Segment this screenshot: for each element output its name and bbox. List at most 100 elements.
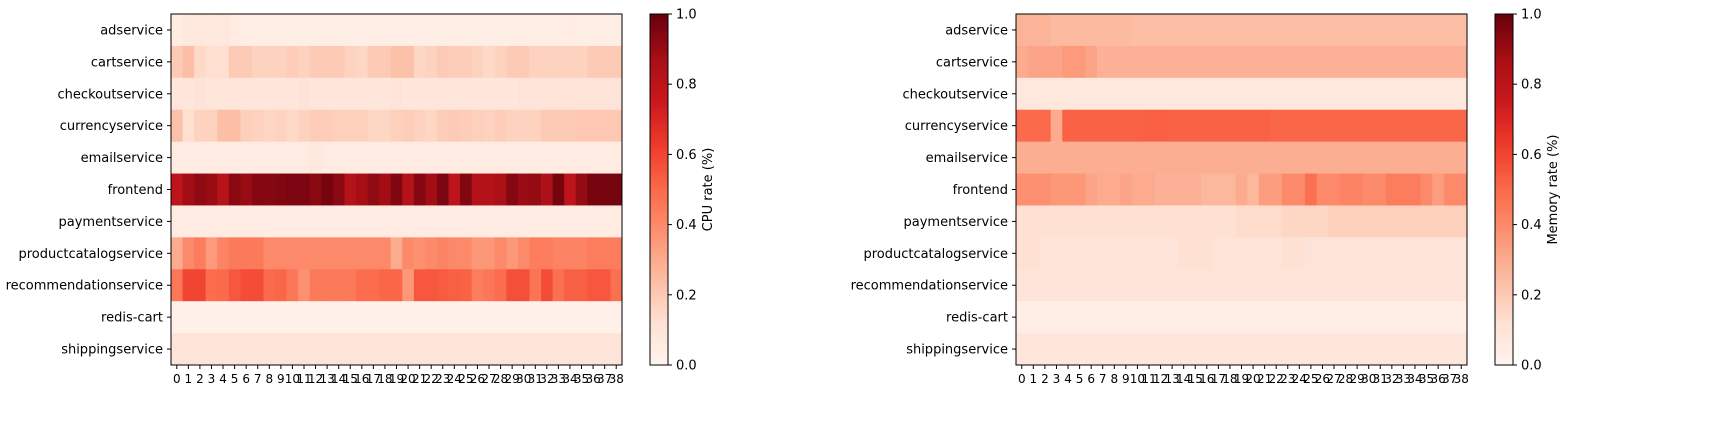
heatmap-cell [1120,77,1133,111]
x-tick-label: 4 [219,372,227,386]
heatmap-cell [344,14,357,47]
heatmap-cell [1328,301,1341,334]
heatmap-cell [1039,141,1052,174]
heatmap-cell [182,237,195,270]
heatmap-cell [1039,269,1052,302]
heatmap-cell [448,77,461,111]
heatmap-cell [321,14,334,47]
colorbar-segment [1495,228,1513,233]
heatmap-cell [1316,205,1329,238]
heatmap-cell [610,205,623,238]
heatmap-cell [529,45,542,79]
heatmap-cell [286,77,299,111]
heatmap-cell [1108,141,1121,174]
heatmap-cell [1201,77,1213,111]
colorbar-segment [650,38,668,43]
heatmap-cell [425,333,438,366]
colorbar-segment [650,143,668,148]
heatmap-cell [471,141,484,174]
heatmap-cell [448,173,461,206]
heatmap-cell [1131,45,1144,79]
colorbar-segment [650,326,668,331]
heatmap-cell [275,109,288,143]
heatmap-cell [1316,173,1329,206]
heatmap-cell [425,77,438,111]
heatmap-cell [1062,14,1075,47]
x-tick-label: 18 [1222,372,1237,386]
colorbar-segment [1495,129,1513,134]
heatmap-cell [217,301,230,334]
colorbar-frame [649,13,669,366]
heatmap-cell [1258,109,1271,143]
heatmap-cell [425,301,438,334]
y-tick-label: paymentservice [904,215,1008,230]
heatmap-cell [298,109,311,143]
colorbar-segment [1495,214,1513,218]
heatmap-cell [356,141,368,174]
heatmap-cell [1316,77,1329,111]
heatmap-cell [275,205,288,238]
heatmap-cell [413,77,426,111]
heatmap-cell [379,45,392,79]
heatmap-cell [171,45,183,79]
heatmap-cell [367,205,380,238]
heatmap-cell [587,173,600,206]
heatmap-cell [1443,14,1456,47]
heatmap-cell [1062,173,1075,206]
colorbar-segment [650,175,668,180]
heatmap-cell [402,77,415,111]
heatmap-cell [436,301,449,334]
heatmap-cell [1455,205,1468,238]
x-tick-label: 20 [1245,372,1260,386]
colorbar-segment [650,284,668,289]
x-tick-label: 27 [1326,372,1341,386]
heatmap-cell [1120,109,1133,143]
colorbar-segment [1495,235,1513,240]
heatmap-cell [356,77,368,111]
heatmap-cell [1143,269,1156,302]
heatmap-cell [228,14,241,47]
heatmap-cell [1409,301,1422,334]
heatmap-cell [1177,14,1190,47]
heatmap-cell [1027,301,1040,334]
colorbar-segment [650,21,668,25]
heatmap-cell [1397,109,1410,143]
heatmap-cell [529,173,542,206]
heatmap-cell [1177,205,1190,238]
heatmap-cell [529,77,542,111]
heatmap-cell [356,205,368,238]
heatmap-cell [1108,269,1121,302]
heatmap-cell [298,173,311,206]
heatmap-cell [205,77,218,111]
heatmap-cell [240,237,253,270]
heatmap-cell [471,14,484,47]
heatmap-cell [1154,269,1167,302]
colorbar-segment [1495,357,1513,362]
heatmap-cell [610,45,623,79]
x-tick-label: 8 [1110,372,1118,386]
heatmap-cell [1409,45,1422,79]
colorbar-segment [1495,115,1513,120]
heatmap-cell [332,14,345,47]
heatmap-cell [506,45,519,79]
heatmap-cell [1062,237,1075,270]
heatmap-cell [1397,205,1410,238]
heatmap-cell [1409,109,1422,143]
heatmap-cell [575,45,588,79]
heatmap-cell [1455,269,1468,302]
heatmap-cell [332,173,345,206]
heatmap-cell [298,301,311,334]
heatmap-cell [425,45,438,79]
heatmap-cell [610,173,623,206]
heatmap-cell [1397,77,1410,111]
heatmap-cell [1154,237,1167,270]
heatmap-cell [1362,141,1375,174]
heatmap-cell [1443,109,1456,143]
heatmap-cell [321,269,334,302]
heatmap-cell [1386,141,1399,174]
heatmap-cell [228,205,241,238]
heatmap-cell [1281,301,1294,334]
colorbar-segment [1495,203,1513,208]
colorbar-segment [650,259,668,264]
heatmap-cell [1166,237,1179,270]
